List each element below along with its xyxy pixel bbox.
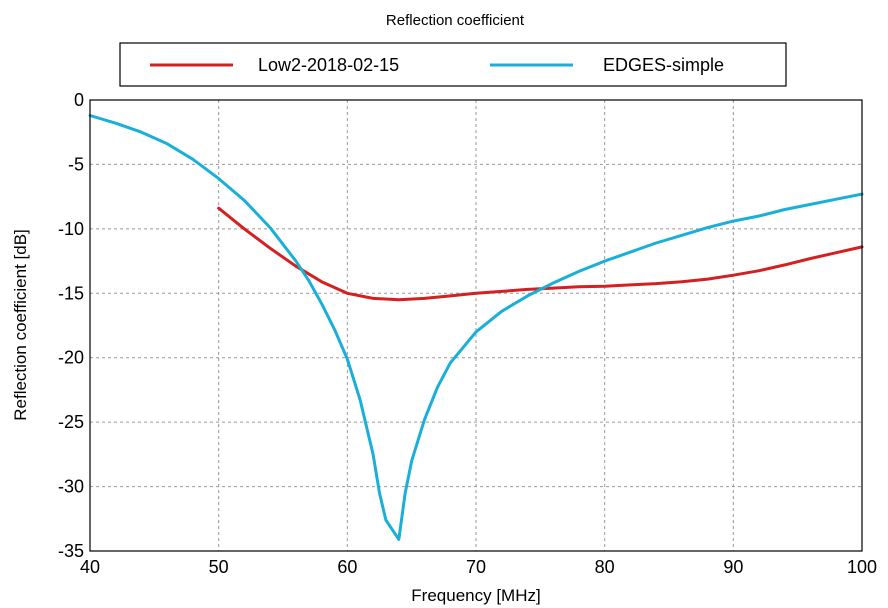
series-group: [88, 114, 864, 541]
y-tick-label: -30: [58, 477, 84, 497]
x-tick-label: 100: [847, 557, 877, 577]
legend-label-edges: EDGES-simple: [603, 55, 724, 75]
chart-title: Reflection coefficient: [386, 12, 525, 29]
y-tick-label: -35: [58, 541, 84, 561]
y-tick-label: 0: [74, 90, 84, 110]
legend-label-low2: Low2-2018-02-15: [258, 55, 399, 75]
x-tick-label: 60: [337, 557, 357, 577]
y-tick-label: -10: [58, 219, 84, 239]
tick-labels: 40 50 60 70 80 90 100 0 -5 -10 -15 -20 -25 -30 -35: [58, 90, 877, 577]
x-tick-label: 70: [466, 557, 486, 577]
y-tick-label: -15: [58, 283, 84, 303]
x-tick-label: 80: [595, 557, 615, 577]
y-axis-label: Reflection coefficient [dB]: [11, 229, 30, 421]
plot-frame: [89, 99, 863, 552]
y-tick-label: -5: [68, 154, 84, 174]
x-tick-label: 50: [209, 557, 229, 577]
legend: Low2-2018-02-15 EDGES-simple: [119, 42, 787, 87]
x-tick-label: 90: [723, 557, 743, 577]
x-tick-label: 40: [80, 557, 100, 577]
x-axis-label: Frequency [MHz]: [411, 586, 540, 605]
y-tick-label: -20: [58, 348, 84, 368]
series-line-edges-simple: [88, 114, 864, 541]
series-line-low2: [217, 206, 864, 302]
y-tick-label: -25: [58, 412, 84, 432]
